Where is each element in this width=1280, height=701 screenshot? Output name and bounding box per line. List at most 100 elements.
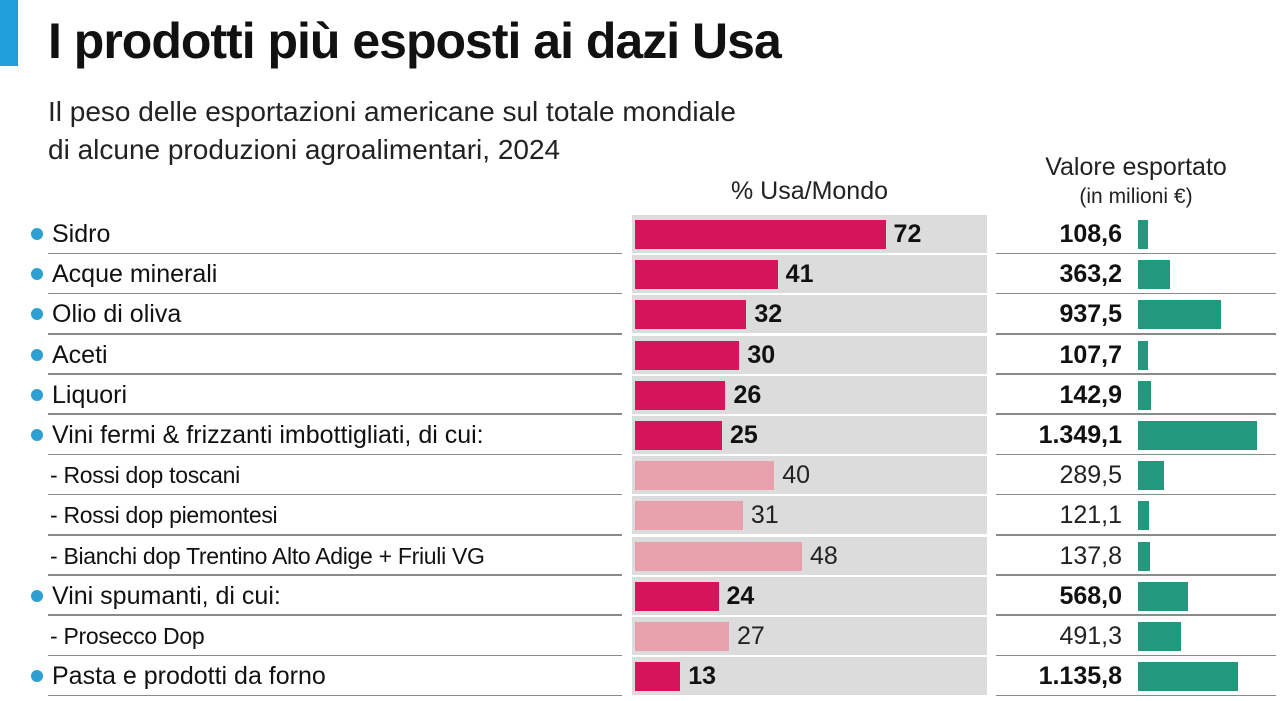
row-separator xyxy=(996,493,1276,496)
row-separator xyxy=(48,614,622,616)
table-row: - Prosecco Dop 27 491,3 xyxy=(0,616,1280,657)
pct-data-label: 26 xyxy=(733,380,762,409)
row-label: Vini fermi & frizzanti imbottigliati, di… xyxy=(52,420,484,449)
row-separator xyxy=(48,694,622,697)
row-separator xyxy=(996,654,1276,657)
pct-bar-track xyxy=(632,657,987,696)
table-row: Sidro 72 108,6 xyxy=(0,214,1280,255)
value-data-label: 491,3 xyxy=(1059,621,1122,650)
pct-bar xyxy=(635,461,775,491)
row-label: Sidro xyxy=(52,220,111,248)
value-bar xyxy=(1138,662,1239,692)
row-label: - Rossi dop toscani xyxy=(50,462,240,489)
row-label: Pasta e prodotti da forno xyxy=(52,662,326,691)
table-row: - Rossi dop toscani 40 289,5 xyxy=(0,455,1280,496)
row-separator xyxy=(48,413,622,415)
row-label: Aceti xyxy=(52,340,108,369)
pct-data-label: 41 xyxy=(785,260,814,289)
bullet-dot xyxy=(31,268,43,281)
value-data-label: 1.135,8 xyxy=(1038,662,1122,691)
pct-data-label: 24 xyxy=(726,581,755,610)
row-separator xyxy=(996,574,1276,576)
row-separator xyxy=(48,493,622,496)
table-row: - Bianchi dop Trentino Alto Adige + Friu… xyxy=(0,536,1280,576)
row-label: Liquori xyxy=(52,380,128,409)
bullet-dot xyxy=(31,589,43,602)
bullet-dot xyxy=(31,388,43,401)
value-bar xyxy=(1138,220,1148,249)
row-separator xyxy=(48,654,622,657)
value-bar xyxy=(1138,380,1151,410)
value-data-label: 568,0 xyxy=(1059,581,1122,610)
chart-rows: Sidro 72 108,6 Acque minerali 41 363,2 Olio di… xyxy=(0,214,1280,697)
subtitle-line-2: di alcune produzioni agroalimentari, 202… xyxy=(48,134,561,165)
value-bar xyxy=(1138,621,1182,651)
value-bar xyxy=(1138,340,1148,370)
value-bar xyxy=(1138,581,1189,611)
pct-bar xyxy=(635,541,803,571)
value-header-title: Valore esportato xyxy=(1045,153,1227,181)
row-separator xyxy=(48,534,622,536)
pct-bar xyxy=(635,501,743,531)
row-separator xyxy=(996,694,1276,697)
pct-data-label: 31 xyxy=(750,501,779,530)
row-separator xyxy=(996,373,1276,375)
table-row: Acque minerali 41 363,2 xyxy=(0,254,1280,295)
row-separator xyxy=(996,292,1276,295)
pct-bar xyxy=(635,340,740,370)
pct-bar xyxy=(635,300,747,330)
pct-bar xyxy=(635,662,681,692)
row-separator xyxy=(48,453,622,456)
pct-data-label: 30 xyxy=(747,340,776,369)
row-label: Olio di oliva xyxy=(52,300,182,329)
table-row: - Rossi dop piemontesi 31 121,1 xyxy=(0,495,1280,536)
pct-data-label: 48 xyxy=(810,541,838,570)
row-label: - Prosecco Dop xyxy=(50,622,205,649)
chart-title: I prodotti più esposti ai dazi Usa xyxy=(48,13,782,69)
value-bar xyxy=(1138,501,1149,531)
value-data-label: 107,7 xyxy=(1059,340,1122,369)
row-separator xyxy=(48,574,622,576)
row-separator xyxy=(996,614,1276,616)
pct-bar xyxy=(635,380,726,410)
subtitle-line-1: Il peso delle esportazioni americane sul… xyxy=(48,96,736,127)
value-data-label: 1.349,1 xyxy=(1038,420,1122,449)
table-row: Liquori 26 142,9 xyxy=(0,375,1280,415)
value-data-label: 137,8 xyxy=(1059,541,1122,570)
value-bar xyxy=(1138,541,1151,571)
table-row: Aceti 30 107,7 xyxy=(0,335,1280,375)
bullet-dot xyxy=(31,348,43,361)
bullet-dot xyxy=(31,670,43,683)
row-separator xyxy=(996,534,1276,536)
value-column-header: Valore esportato (in milioni €) xyxy=(996,152,1276,212)
table-row: Vini fermi & frizzanti imbottigliati, di… xyxy=(0,415,1280,456)
pct-data-label: 40 xyxy=(782,461,810,490)
pct-bar xyxy=(635,220,886,249)
row-separator xyxy=(48,373,622,375)
pct-data-label: 72 xyxy=(893,220,922,248)
value-data-label: 363,2 xyxy=(1059,260,1122,289)
chart-subtitle: Il peso delle esportazioni americane sul… xyxy=(48,93,948,169)
bullet-dot xyxy=(31,308,43,321)
row-label: Vini spumanti, di cui: xyxy=(52,581,281,610)
value-header-unit: (in milioni €) xyxy=(1079,185,1193,208)
pct-data-label: 25 xyxy=(730,420,758,449)
value-bar xyxy=(1138,420,1257,450)
row-separator xyxy=(996,252,1276,255)
value-data-label: 289,5 xyxy=(1059,461,1122,490)
row-separator xyxy=(48,252,622,255)
pct-bar xyxy=(635,621,729,651)
value-bar xyxy=(1138,461,1164,491)
value-data-label: 108,6 xyxy=(1059,220,1122,248)
pct-data-label: 27 xyxy=(736,621,765,650)
pct-bar xyxy=(635,260,778,290)
bullet-dot xyxy=(31,428,43,441)
bullet-dot xyxy=(31,228,43,240)
row-label: - Bianchi dop Trentino Alto Adige + Friu… xyxy=(50,542,485,569)
row-separator xyxy=(996,413,1276,415)
accent-bar xyxy=(0,0,18,66)
pct-bar xyxy=(635,581,719,611)
value-data-label: 121,1 xyxy=(1059,501,1122,530)
table-row: Pasta e prodotti da forno 13 1.135,8 xyxy=(0,656,1280,697)
value-data-label: 937,5 xyxy=(1059,300,1122,329)
